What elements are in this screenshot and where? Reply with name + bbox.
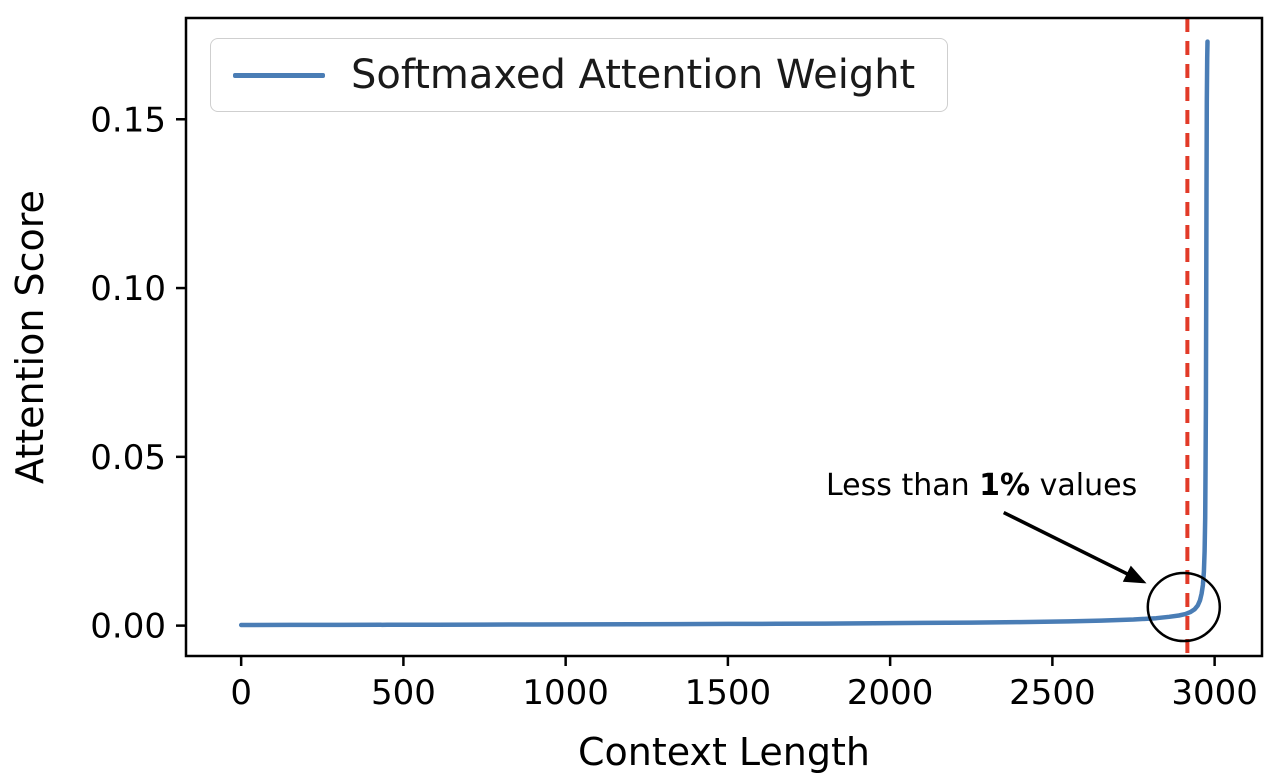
svg-text:2500: 2500 (1009, 673, 1096, 713)
y-axis-label: Attention Score (8, 190, 52, 484)
svg-text:0: 0 (230, 673, 252, 713)
annotation-text: Less than 1% values (826, 468, 1137, 503)
svg-text:3000: 3000 (1171, 673, 1258, 713)
legend-line-sample (233, 72, 325, 78)
legend: Softmaxed Attention Weight (210, 38, 949, 112)
svg-text:0.00: 0.00 (90, 607, 166, 647)
svg-text:0.05: 0.05 (90, 438, 166, 478)
annotation-bold: 1% (979, 468, 1031, 503)
svg-text:0.15: 0.15 (90, 100, 166, 140)
svg-text:500: 500 (371, 673, 436, 713)
x-axis-label: Context Length (577, 730, 870, 774)
legend-label: Softmaxed Attention Weight (351, 52, 916, 98)
svg-text:0.10: 0.10 (90, 269, 166, 309)
svg-text:1000: 1000 (522, 673, 609, 713)
annotation-suffix: values (1030, 468, 1138, 503)
svg-text:2000: 2000 (847, 673, 934, 713)
annotation-prefix: Less than (826, 468, 980, 503)
svg-text:1500: 1500 (685, 673, 772, 713)
